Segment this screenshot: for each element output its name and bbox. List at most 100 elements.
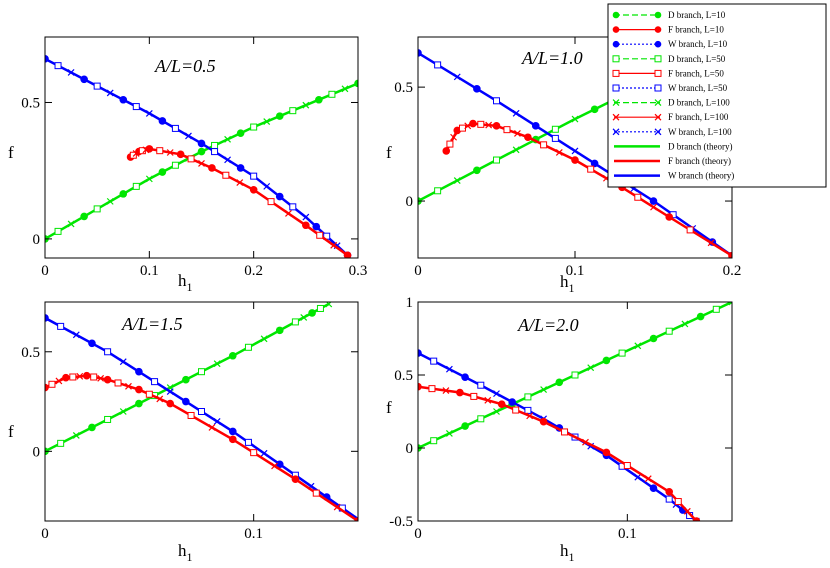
data-point-L50 [104,348,112,356]
plot-frame [44,36,359,259]
data-point-L10 [461,373,469,381]
y-tick-label: 0.5 [21,345,40,361]
x-tick-label: 0.2 [723,263,742,279]
legend-label: F branch, L=10 [668,25,724,35]
data-point-L100 [260,335,268,343]
x-tick-label: 0 [414,263,422,279]
data-point-L100 [484,396,492,404]
data-point-L50 [430,357,438,365]
data-point-L50 [132,182,140,190]
data-point-L10 [492,122,501,130]
x-axis-label: h1 [178,541,193,564]
data-point-L10 [302,221,310,230]
legend-marker-circle [612,40,620,48]
x-axis-label: h1 [560,272,575,295]
y-tick-label: -0.5 [389,514,413,530]
panel-title: A/L=2.0 [517,315,579,335]
data-point-L50 [54,227,62,235]
data-point-L50 [503,126,511,134]
data-point-L50 [618,349,626,357]
data-point-L10 [249,185,258,194]
data-point-L10 [602,448,611,457]
y-axis-label: f [386,143,392,162]
y-tick-label: 0 [406,194,414,210]
legend-marker-circle [654,11,662,19]
data-point-L50 [151,378,159,386]
data-point-L50 [458,124,466,132]
data-point-L50 [187,411,195,419]
data-point-L10 [145,145,154,153]
data-point-L100 [650,203,657,211]
data-point-L50 [211,141,219,149]
data-point-L50 [114,379,122,387]
plot-area [45,302,358,521]
data-point-L50 [634,193,642,201]
x-tick-label: 0.1 [140,263,159,279]
legend-label: F branch, L=50 [668,68,724,78]
chart-panel-3: 0 0.1 0 0.5 A/L=1.5 h1 f [8,301,359,564]
data-point-L100 [728,302,732,306]
data-point-L50 [171,124,179,132]
data-point-L100 [354,515,358,521]
data-point-L50 [665,327,673,335]
legend-marker-square [654,69,662,77]
data-point-L10 [275,192,284,201]
data-point-L10 [469,119,477,128]
data-point-L10 [229,351,237,360]
data-point-L50 [512,406,520,414]
legend-label: D branch (theory) [668,141,732,151]
data-point-L10 [103,375,112,384]
data-point-L100 [224,135,232,143]
data-point-L50 [57,322,65,330]
data-point-L100 [587,364,595,372]
data-point-L10 [315,95,323,104]
data-point-L100 [285,210,292,217]
y-axis-label: f [386,398,392,417]
data-point-L10 [45,55,49,63]
data-point-L10 [571,156,579,164]
data-point-L10 [497,400,506,409]
data-point-L50 [69,373,77,381]
data-point-L100 [341,85,349,93]
data-point-L10 [158,168,167,176]
data-point-L10 [531,122,540,130]
data-point-L10 [166,399,174,408]
data-point-L50 [477,381,485,389]
data-point-L10 [665,488,673,496]
x-tick-label: 0.2 [244,263,263,279]
data-point-L100 [493,390,500,398]
data-point-L100 [106,89,114,97]
data-point-L100 [582,438,589,446]
data-point-L50 [93,205,101,213]
legend-label: F branch, L=100 [668,112,729,122]
chart-panel-2: 0 0.1 0.2 0 0.5 A/L=1.0 h1 f [386,36,742,295]
data-point-L10 [45,314,49,322]
x-tick-label: 0 [41,526,49,542]
chart-panel-1: 0 0.1 0.2 0.3 0 0.5 A/L=0.5 h1 f [8,36,367,294]
data-point-L50 [524,406,532,414]
legend-marker-square [612,55,620,63]
data-point-L100 [555,149,563,156]
data-point-L100 [526,412,534,420]
data-point-L100 [156,395,164,403]
data-point-L50 [524,393,532,401]
data-point-L10 [236,164,245,172]
data-point-L100 [485,121,493,129]
data-point-L50 [291,318,299,326]
data-point-L50 [54,62,62,70]
legend-box [607,3,827,188]
data-point-L100 [442,387,450,394]
panel-title: A/L=1.5 [121,314,183,334]
data-point-L10 [229,435,237,444]
data-point-L50 [187,155,195,163]
data-point-L100 [213,418,221,425]
data-point-L100 [263,182,271,190]
data-point-L50 [587,165,595,173]
data-point-L50 [93,82,101,90]
data-point-L10 [182,397,190,406]
y-axis-label: f [8,422,14,441]
data-point-L50 [477,415,485,423]
theory-line-W [418,351,698,521]
data-point-L100 [681,320,689,328]
x-tick-label: 0.1 [618,526,637,542]
